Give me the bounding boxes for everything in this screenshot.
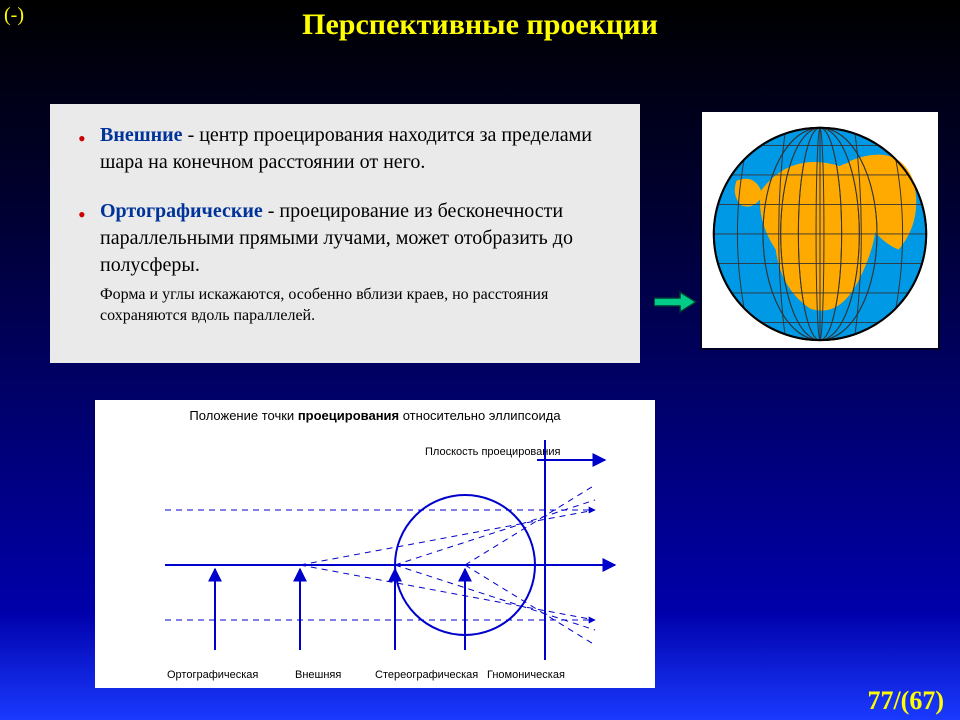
arrow-icon <box>654 290 698 319</box>
bullet-item: Внешние - центр проецирования находится … <box>78 122 620 176</box>
svg-text:Гномоническая: Гномоническая <box>487 669 565 681</box>
globe-image <box>700 110 940 350</box>
svg-text:Плоскость проецирования: Плоскость проецирования <box>425 446 560 458</box>
subnote: Форма и углы искажаются, особенно вблизи… <box>100 285 620 327</box>
svg-text:Стереографическая: Стереографическая <box>375 669 478 681</box>
svg-text:Внешняя: Внешняя <box>295 669 341 681</box>
term: Внешние <box>100 124 183 146</box>
corner-link[interactable]: (-) <box>4 4 24 27</box>
projection-diagram: Положение точки проецирования относитель… <box>95 400 655 688</box>
term: Ортографические <box>100 200 263 222</box>
bullet-list: Внешние - центр проецирования находится … <box>78 122 620 327</box>
page-title: Перспективные проекции <box>0 0 960 42</box>
text-panel: Внешние - центр проецирования находится … <box>50 104 640 363</box>
svg-text:Положение точки проецирования: Положение точки проецирования относитель… <box>189 408 561 423</box>
svg-text:Ортографическая: Ортографическая <box>167 669 258 681</box>
bullet-item: Ортографические - проецирование из беско… <box>78 198 620 327</box>
page-number: 77/(67) <box>867 686 944 716</box>
